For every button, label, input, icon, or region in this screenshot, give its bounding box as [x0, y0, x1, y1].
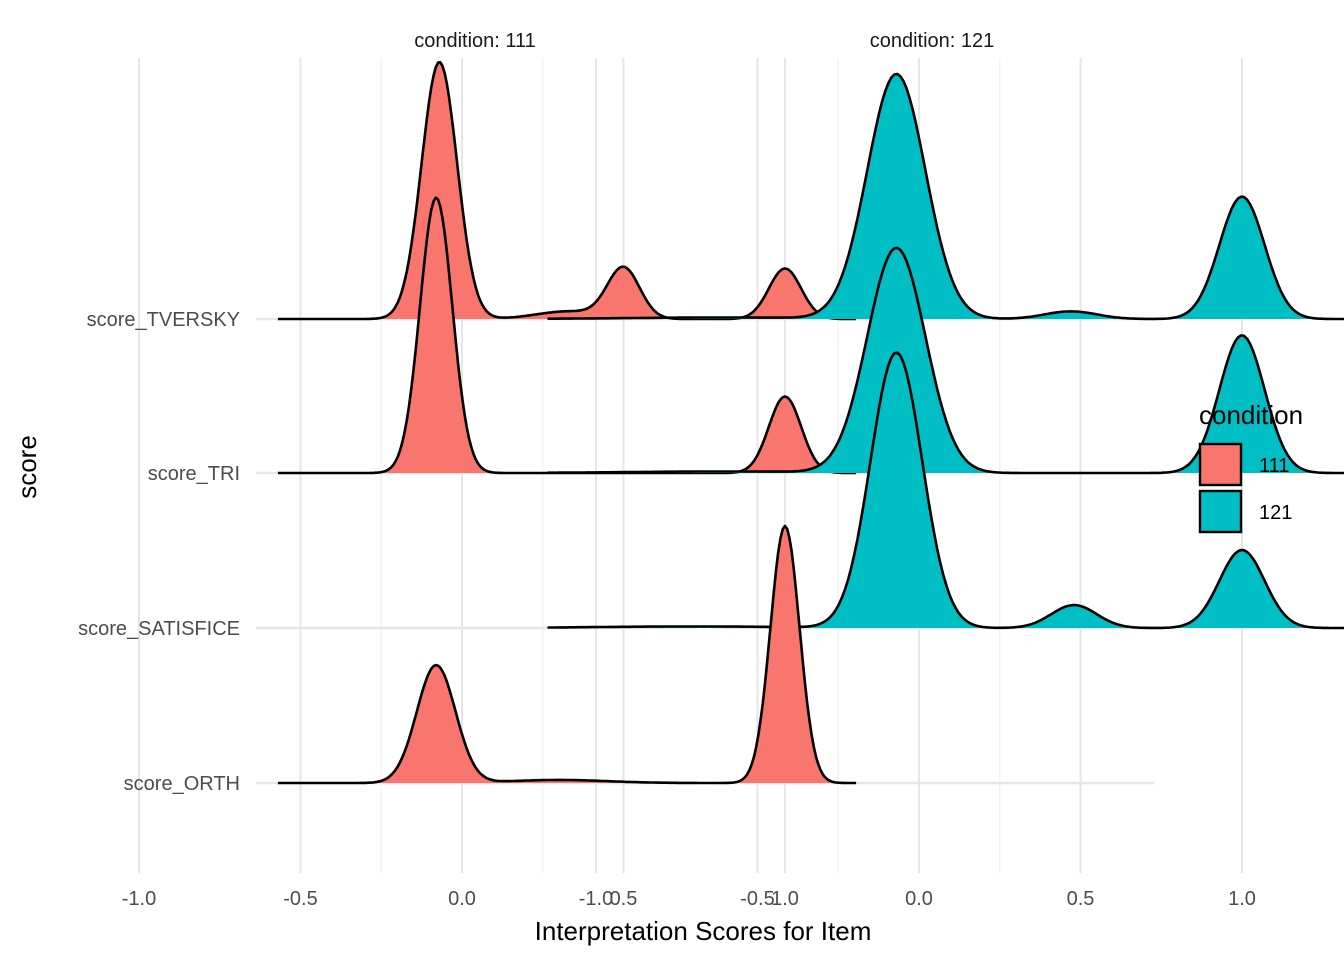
x-tick-label: 1.0 — [771, 888, 799, 910]
y-axis-tick-labels: score_TVERSKY score_TRI score_SATISFICEsco… — [78, 309, 240, 795]
facet-label-111: condition: 111 — [414, 30, 536, 52]
y-axis-title: score — [12, 435, 42, 499]
legend-label-121: 121 — [1259, 502, 1292, 524]
legend: condition 111 121 — [1198, 400, 1303, 534]
ridge-111-score-tri-fill — [277, 197, 857, 473]
facet-label-121: condition: 121 — [870, 30, 995, 52]
ridge-121-score-tversky-fill — [547, 74, 1344, 319]
x-axis-tick-labels: -1.0 -0.5 0.0 0.5 1.0 -1.0 -0.5 0.0 0.5 1.0 — [122, 888, 1256, 910]
y-tick-label: score_ORTH — [124, 773, 240, 795]
legend-swatch-121 — [1198, 489, 1243, 534]
x-tick-label: 0.0 — [905, 888, 933, 910]
x-tick-label: 0.0 — [448, 888, 476, 910]
x-axis-title: Interpretation Scores for Item — [535, 916, 872, 946]
ridge-121-score-tri — [547, 246, 1344, 475]
x-tick-label: 0.5 — [610, 888, 638, 910]
ridge-121-score-satisfice-outline — [547, 351, 1344, 630]
ridge-121-score-tri-outline — [547, 246, 1344, 475]
x-tick-label: -0.5 — [283, 888, 317, 910]
density-ridges — [277, 60, 1344, 785]
ridge-111-score-tversky-fill — [277, 62, 857, 319]
x-tick-label: -1.0 — [579, 888, 613, 910]
ridge-111-score-orth-fill — [277, 526, 857, 783]
ridge-111-score-tversky — [277, 60, 857, 321]
ridge-111-score-orth-outline — [277, 524, 857, 785]
legend-swatch-111 — [1198, 442, 1243, 487]
ridge-121-score-tversky-outline — [547, 72, 1344, 321]
ridge-111-score-tri — [277, 196, 857, 475]
ridge-121-score-tversky — [547, 72, 1344, 321]
ridge-111-score-orth — [277, 524, 857, 785]
x-tick-label: -1.0 — [122, 888, 156, 910]
ridge-121-score-tri-fill — [547, 247, 1344, 473]
ridge-121-score-satisfice — [547, 351, 1344, 630]
x-tick-label: 0.5 — [1067, 888, 1095, 910]
legend-label-111: 111 — [1259, 455, 1289, 477]
y-tick-label: score_TRI — [148, 463, 240, 485]
y-tick-label: score_TVERSKY — [87, 309, 240, 331]
ridge-111-score-tversky-outline — [277, 60, 857, 321]
ridge-121-score-satisfice-fill — [547, 352, 1344, 628]
x-tick-label: 1.0 — [1228, 888, 1256, 910]
legend-title: condition — [1199, 400, 1303, 430]
x-tick-label: -0.5 — [740, 888, 774, 910]
y-tick-label: score_SATISFICE — [78, 618, 240, 640]
